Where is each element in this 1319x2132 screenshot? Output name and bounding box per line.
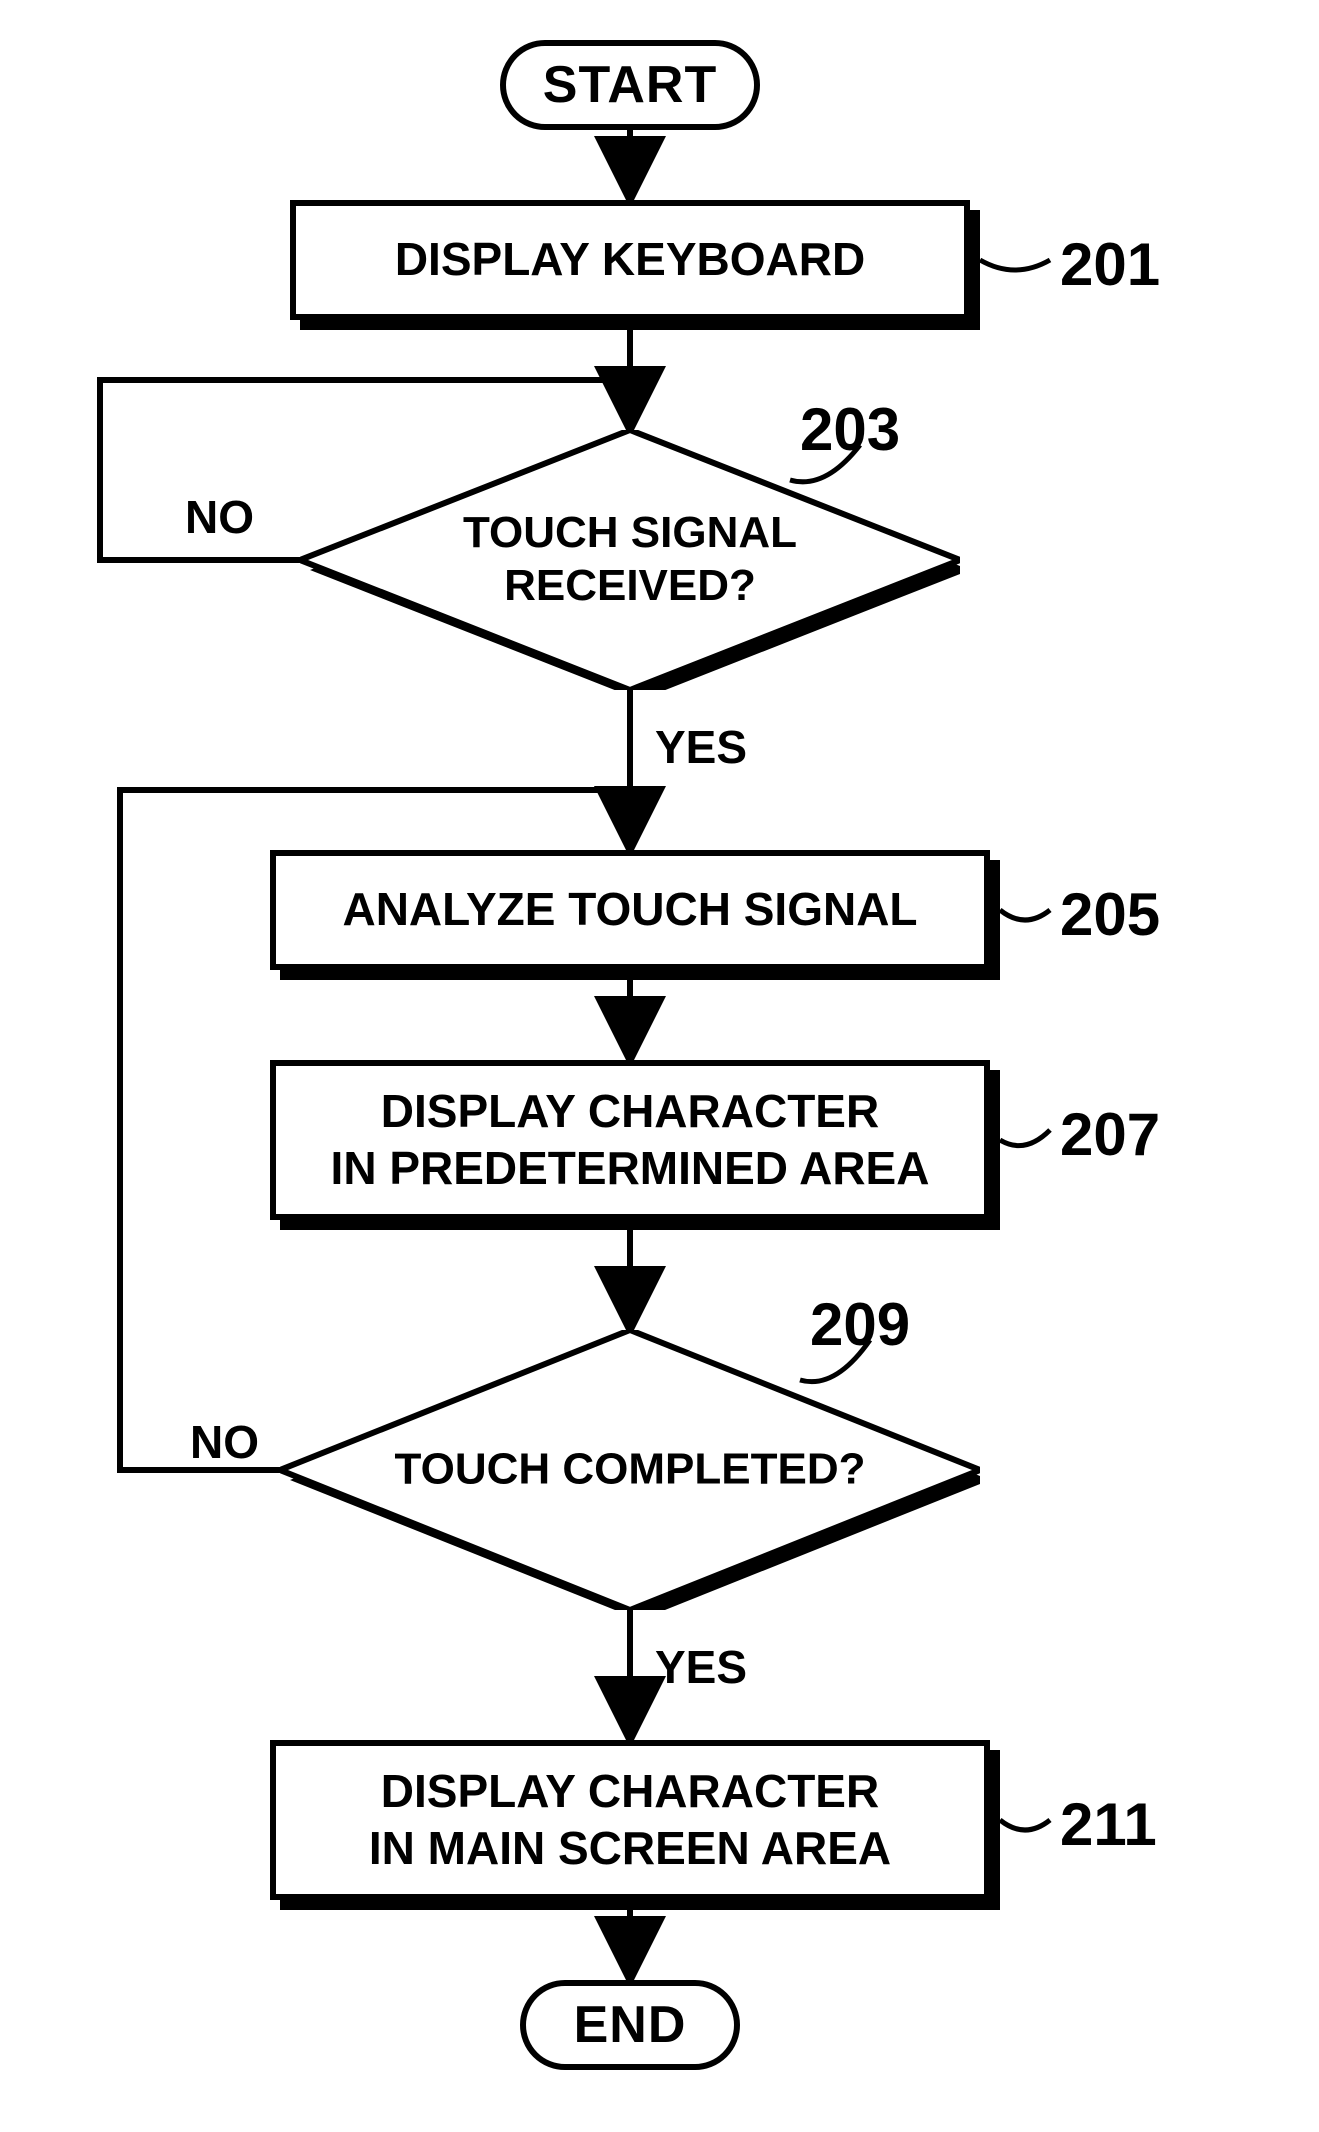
- node-205: ANALYZE TOUCH SIGNAL: [270, 850, 990, 970]
- edge-label-yes-2: YES: [655, 1640, 747, 1694]
- node-203-label: TOUCH SIGNAL RECEIVED?: [463, 507, 797, 613]
- node-207: DISPLAY CHARACTER IN PREDETERMINED AREA: [270, 1060, 990, 1220]
- node-201-label: DISPLAY KEYBOARD: [395, 231, 865, 289]
- node-end-label: END: [574, 1995, 687, 2055]
- node-209-label: TOUCH COMPLETED?: [395, 1444, 866, 1497]
- node-end: END: [520, 1980, 740, 2070]
- node-203: TOUCH SIGNAL RECEIVED?: [300, 430, 960, 690]
- node-start: START: [500, 40, 760, 130]
- flowchart-canvas: START DISPLAY KEYBOARD TOUCH SIGNAL RECE…: [0, 0, 1319, 2132]
- ref-205: 205: [1060, 880, 1160, 949]
- node-209: TOUCH COMPLETED?: [280, 1330, 980, 1610]
- node-205-label: ANALYZE TOUCH SIGNAL: [342, 881, 917, 939]
- edge-label-yes-1: YES: [655, 720, 747, 774]
- ref-203: 203: [800, 395, 900, 464]
- node-start-label: START: [543, 55, 717, 115]
- edge-label-no-1: NO: [185, 490, 254, 544]
- edge-label-no-2: NO: [190, 1415, 259, 1469]
- ref-209: 209: [810, 1290, 910, 1359]
- node-211-label: DISPLAY CHARACTER IN MAIN SCREEN AREA: [369, 1763, 891, 1878]
- ref-211: 211: [1060, 1790, 1157, 1859]
- node-211: DISPLAY CHARACTER IN MAIN SCREEN AREA: [270, 1740, 990, 1900]
- node-207-label: DISPLAY CHARACTER IN PREDETERMINED AREA: [331, 1083, 930, 1198]
- ref-201: 201: [1060, 230, 1160, 299]
- ref-207: 207: [1060, 1100, 1160, 1169]
- node-201: DISPLAY KEYBOARD: [290, 200, 970, 320]
